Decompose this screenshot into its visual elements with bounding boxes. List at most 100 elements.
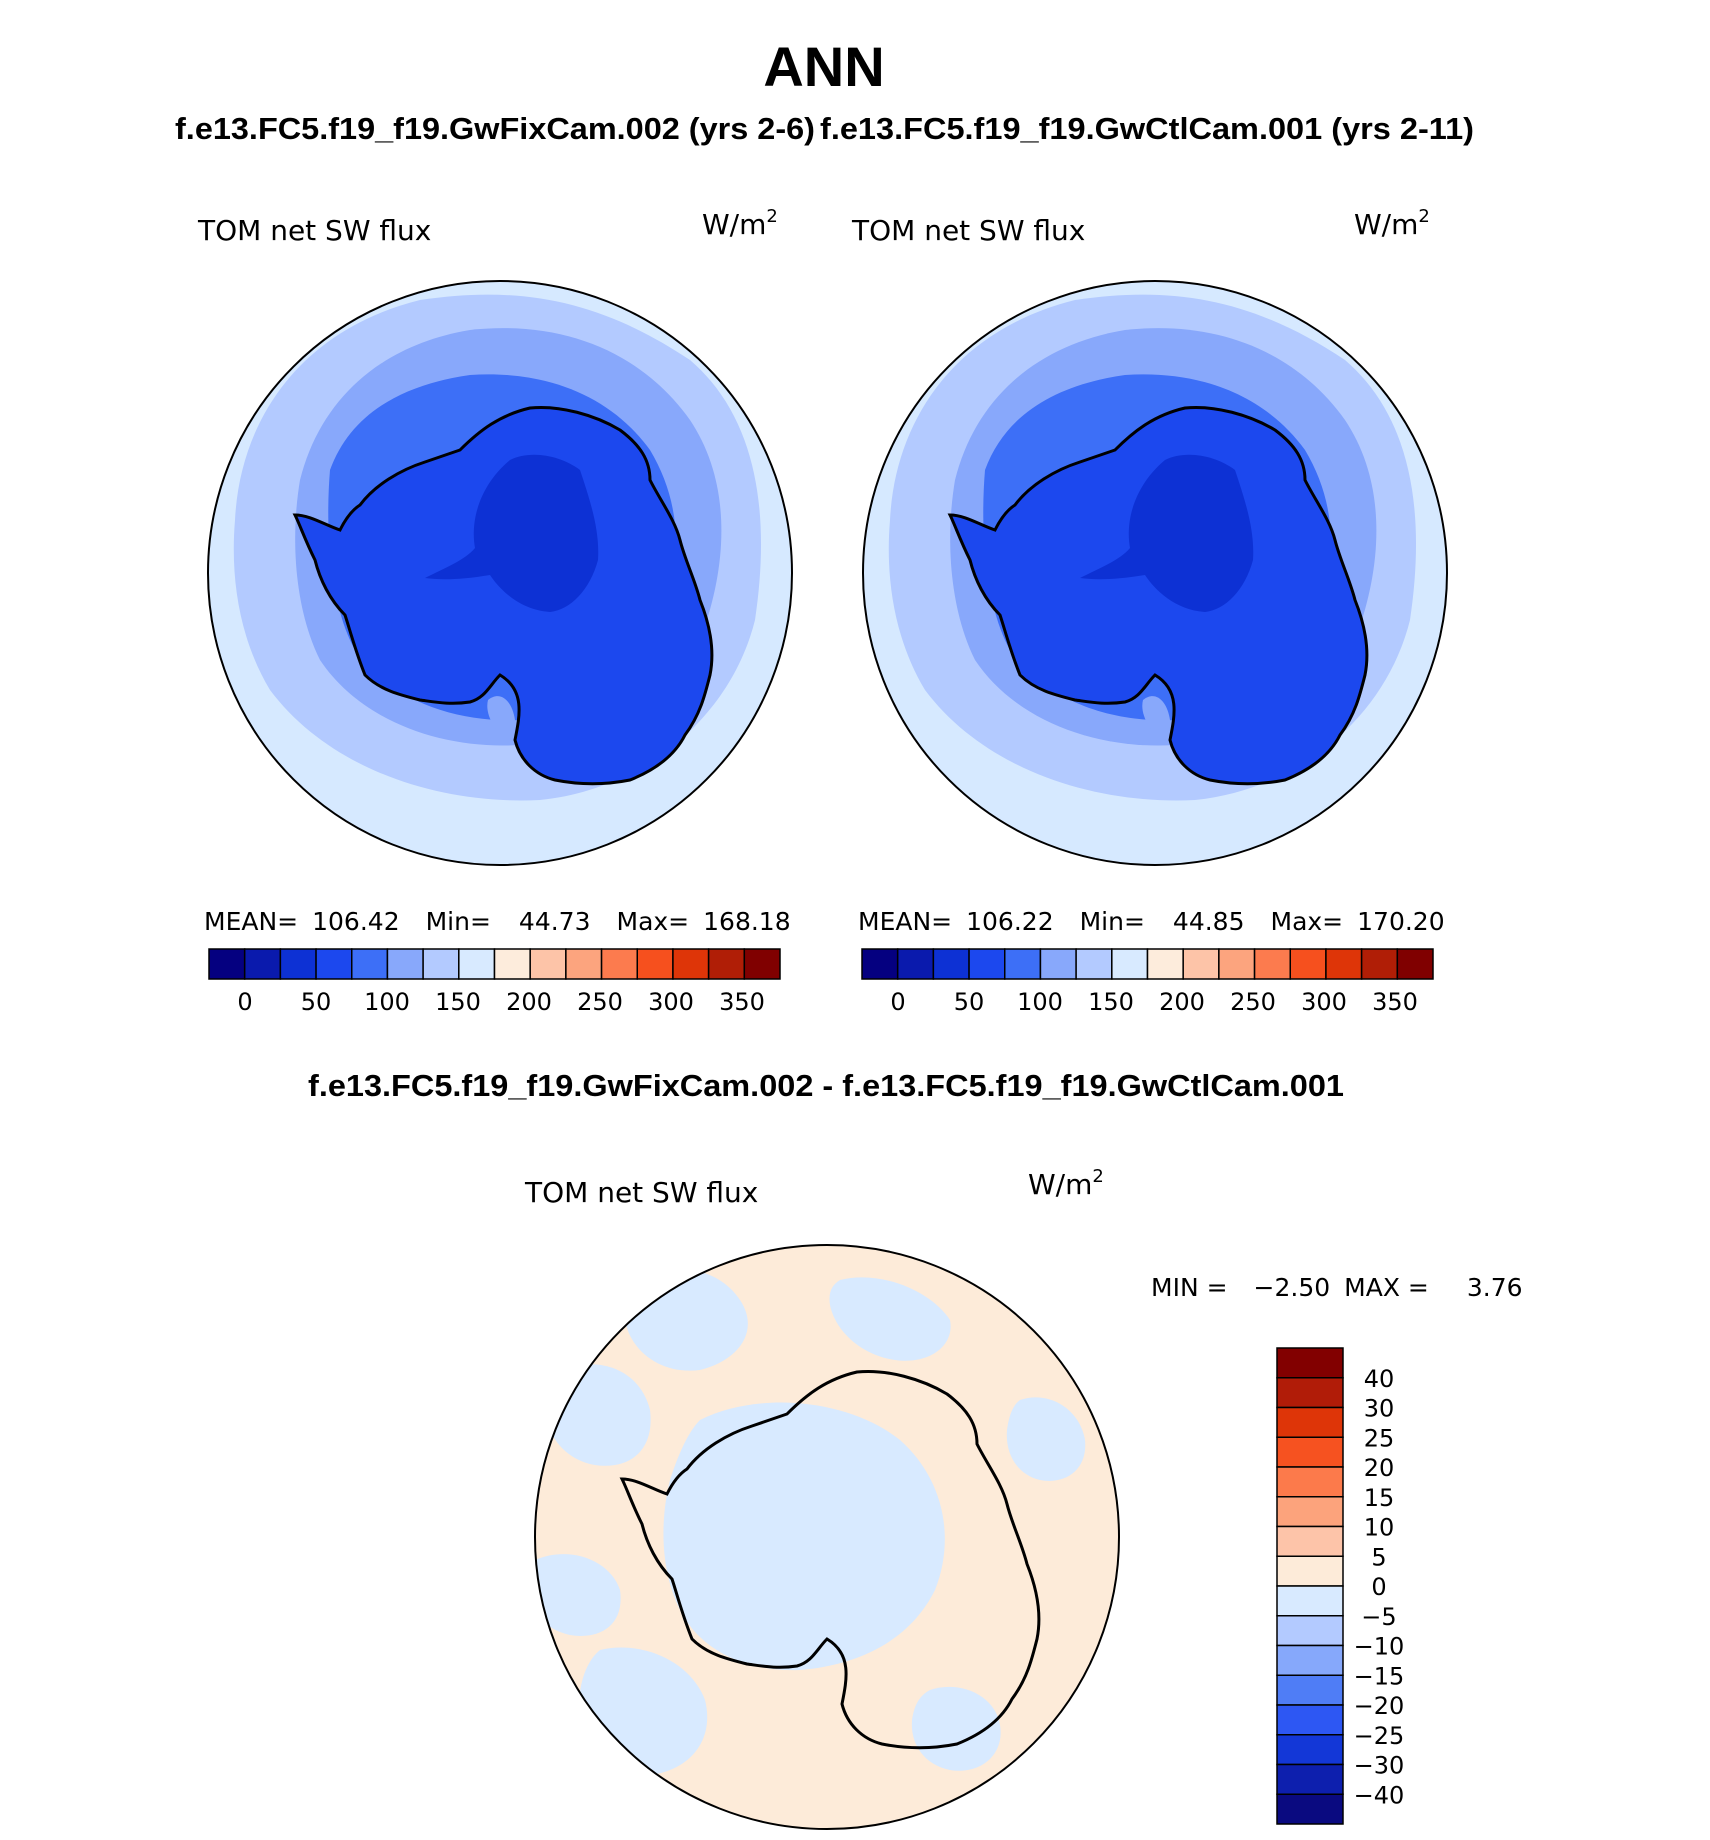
subtitle-left: f.e13.FC5.f19_f19.GwFixCam.002 (yrs 2-6) — [175, 111, 815, 146]
map-panel-difference: TOM net SW flux W/m2 MIN = −2.50 MAX = 3.76… — [524, 1166, 1523, 1830]
colorbar-swatch — [1325, 948, 1363, 980]
colorbar-swatch — [861, 948, 899, 980]
colorbar-swatch — [1276, 1644, 1344, 1676]
colorbar-swatch — [1276, 1793, 1344, 1825]
colorbar-tick-label: −15 — [1354, 1662, 1405, 1690]
colorbar-swatch — [968, 948, 1006, 980]
colorbar-tick-label: 25 — [1364, 1424, 1395, 1452]
colorbar-swatch — [1276, 1704, 1344, 1736]
colorbar-swatch — [1276, 1377, 1344, 1409]
colorbar-tick-label: 250 — [1230, 988, 1276, 1016]
variable-label: TOM net SW flux — [851, 214, 1085, 247]
colorbar-tick-label: 200 — [1159, 988, 1205, 1016]
colorbar-swatch — [1276, 1406, 1344, 1438]
colorbar-tick-label: 150 — [435, 988, 481, 1016]
colorbar-swatch — [636, 948, 674, 980]
colorbar-tick-label: 250 — [577, 988, 623, 1016]
polar-map — [208, 281, 792, 865]
colorbar-swatch — [1396, 948, 1434, 980]
colorbar-swatch — [600, 948, 638, 980]
colorbar-tick-label: −5 — [1361, 1603, 1396, 1631]
colorbar-tick-label: −30 — [1354, 1752, 1405, 1780]
colorbar-swatch — [279, 948, 317, 980]
colorbar-tick-label: 50 — [954, 988, 985, 1016]
colorbar-tick-label: 0 — [237, 988, 252, 1016]
colorbar-swatch — [1360, 948, 1399, 980]
colorbar-swatch — [208, 948, 246, 980]
colorbar-tick-label: 350 — [719, 988, 765, 1016]
colorbar-swatch — [1075, 948, 1113, 980]
colorbar-swatch — [707, 948, 746, 980]
colorbar-swatch — [1111, 948, 1149, 980]
colorbar-swatch — [1276, 1436, 1344, 1468]
colorbar-swatch — [1276, 1496, 1344, 1528]
colorbar-swatch — [1004, 948, 1042, 980]
stats-row: MEAN= 106.22 Min= 44.85 Max= 170.20 — [858, 907, 1445, 936]
polar-map — [535, 1245, 1119, 1829]
colorbar-swatch — [1289, 948, 1327, 980]
colorbar-swatch — [1276, 1674, 1344, 1706]
colorbar-tick-label: 350 — [1372, 988, 1418, 1016]
colorbar-swatch — [1276, 1347, 1344, 1379]
colorbar-tick-label: 150 — [1088, 988, 1134, 1016]
colorbar-swatch — [1276, 1615, 1344, 1647]
colorbar-tick-label: −25 — [1354, 1722, 1405, 1750]
map-panel-left: TOM net SW flux W/m2 MEAN= 106.42 Min= 44.7… — [197, 206, 793, 1016]
colorbar-swatch — [422, 948, 460, 980]
polar-map — [863, 281, 1447, 865]
colorbar-swatch — [315, 948, 353, 980]
colorbar-tick-label: 40 — [1364, 1365, 1395, 1393]
colorbar-tick-label: 300 — [648, 988, 694, 1016]
variable-label: TOM net SW flux — [524, 1176, 758, 1209]
colorbar-swatch — [1253, 948, 1291, 980]
colorbar-tick-label: 20 — [1364, 1454, 1395, 1482]
colorbar-swatch — [672, 948, 710, 980]
colorbar-tick-label: −10 — [1354, 1633, 1405, 1661]
colorbar-swatch — [458, 948, 496, 980]
colorbar-tick-label: 200 — [506, 988, 552, 1016]
colorbar-tick-label: 30 — [1364, 1395, 1395, 1423]
colorbar-tick-label: 100 — [1017, 988, 1063, 1016]
units-label: W/m2 — [1028, 1166, 1104, 1201]
colorbar-tick-label: 300 — [1301, 988, 1347, 1016]
colorbar-tick-label: 5 — [1371, 1543, 1386, 1571]
colorbar-tick-label: 100 — [364, 988, 410, 1016]
colorbar-tick-label: 0 — [1371, 1573, 1386, 1601]
colorbar-swatch — [565, 948, 603, 980]
colorbar-swatch — [351, 948, 389, 980]
colorbar-swatch — [1276, 1763, 1344, 1795]
colorbar-tick-label: 50 — [301, 988, 332, 1016]
units-label: W/m2 — [702, 206, 778, 241]
colorbar-tick-label: −20 — [1354, 1692, 1405, 1720]
figure-title: ANN — [763, 35, 884, 98]
colorbar-swatch — [896, 948, 935, 980]
min-max-stats: MIN = −2.50 MAX = 3.76 — [1151, 1273, 1523, 1302]
colorbar-swatch — [1182, 948, 1220, 980]
colorbar-tick-label: 15 — [1364, 1484, 1395, 1512]
colorbar-left: 0 50 100 150 200 250 300 350 — [208, 948, 781, 1016]
colorbar-swatch — [1276, 1734, 1344, 1766]
difference-title: f.e13.FC5.f19_f19.GwFixCam.002 - f.e13.F… — [308, 1068, 1344, 1103]
colorbar-swatch — [1276, 1585, 1344, 1617]
stats-row: MEAN= 106.42 Min= 44.73 Max= 168.18 — [204, 907, 791, 936]
colorbar-tick-label: 10 — [1364, 1514, 1395, 1542]
colorbar-tick-label: 0 — [890, 988, 905, 1016]
colorbar-tick-label: −40 — [1354, 1781, 1405, 1809]
colorbar-swatch — [1146, 948, 1184, 980]
colorbar-right: 0 50 100 150 200 250 300 350 — [861, 948, 1434, 1016]
colorbar-swatch — [529, 948, 567, 980]
variable-label: TOM net SW flux — [197, 214, 431, 247]
colorbar-swatch — [1276, 1555, 1344, 1587]
colorbar-swatch — [1276, 1466, 1344, 1498]
subtitle-right: f.e13.FC5.f19_f19.GwCtlCam.001 (yrs 2-11… — [820, 111, 1474, 146]
units-label: W/m2 — [1354, 206, 1430, 241]
colorbar-swatch — [386, 948, 424, 980]
colorbar-swatch — [743, 948, 781, 980]
map-panel-right: TOM net SW flux W/m2 MEAN= 106.22 Min= 44.8… — [851, 206, 1448, 1016]
colorbar-swatch — [243, 948, 282, 980]
colorbar-swatch — [493, 948, 531, 980]
colorbar-swatch — [1039, 948, 1077, 980]
colorbar-swatch — [1276, 1525, 1344, 1557]
